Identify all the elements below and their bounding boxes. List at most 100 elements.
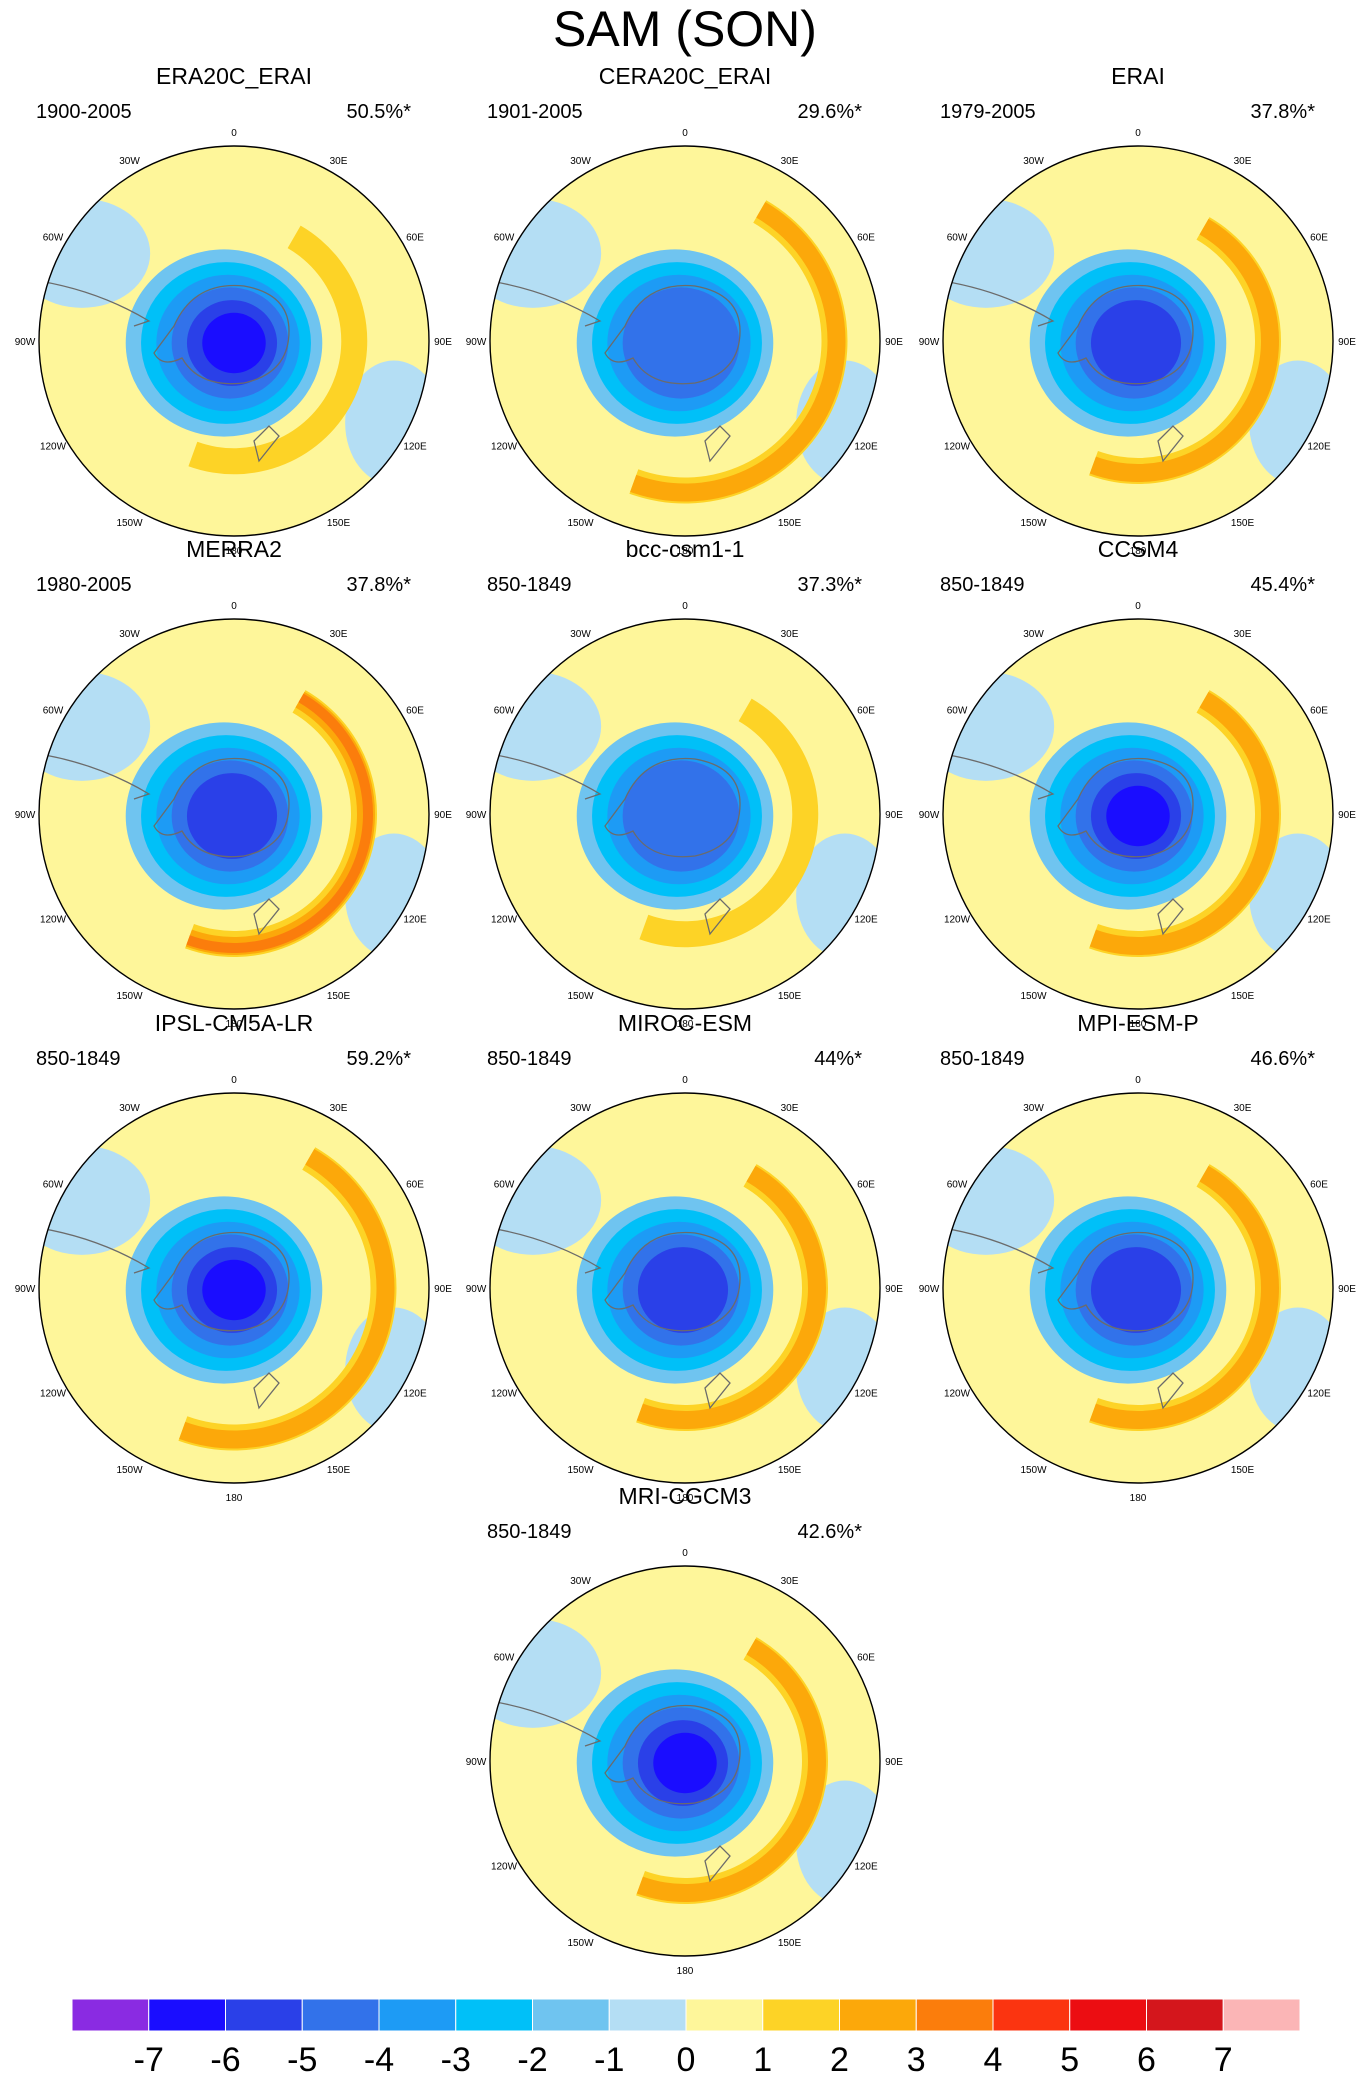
colorbar-swatch [301,1998,380,2032]
negative-anomaly-contour [653,1732,717,1794]
longitude-label: 60W [43,1180,64,1191]
longitude-label: 120W [40,1389,67,1400]
longitude-label: 30W [119,156,140,167]
colorbar-tick-label: 2 [830,2041,849,2079]
new-zealand-coastline [253,425,280,463]
longitude-label: 120W [491,915,518,926]
panel-period: 850-1849 [487,1521,572,1543]
map-field [39,1093,429,1483]
negative-anomaly-contour [202,312,266,374]
antarctica-coastline [153,284,290,385]
panel-title: IPSL-CM5A-LR [155,1010,313,1036]
longitude-label: 60W [947,1180,968,1191]
longitude-label: 30W [1023,156,1044,167]
panel-title: MRI-CGCM3 [619,1483,752,1509]
longitude-label: 180 [1130,546,1147,557]
colorbar-swatch [455,1998,533,2032]
longitude-label: 0 [231,128,237,139]
south-america-coastline [39,753,151,800]
longitude-label: 180 [226,1493,243,1504]
colorbar-swatch [685,1998,764,2032]
panel-period: 850-1849 [487,1048,572,1070]
longitude-label: 150E [778,1938,802,1949]
longitude-label: 30E [781,1576,799,1587]
longitude-label: 90E [885,1757,903,1768]
longitude-label: 120W [944,442,971,453]
panel-variance: 50.5%* [347,101,412,123]
map-field [490,619,880,1009]
colorbar-tick-label: 1 [753,2041,772,2079]
negative-anomaly-contour [1106,785,1170,847]
longitude-label: 30W [1023,629,1044,640]
map-boundary [942,145,1334,537]
longitude-label: 150E [327,991,351,1002]
colorbar-swatch [1146,1998,1224,2032]
panel-variance: 45.4%* [1251,574,1316,596]
longitude-label: 120E [854,1862,878,1873]
colorbar-tick-label: -6 [210,2041,240,2079]
longitude-label: 120W [491,442,518,453]
longitude-label: 150W [1020,518,1047,529]
south-america-coastline [490,280,602,327]
longitude-label: 90E [885,810,903,821]
longitude-label: 90W [15,337,36,348]
positive-anomaly-band [185,690,377,957]
colorbar-swatch [915,1998,994,2032]
colorbar-tick-label: 6 [1137,2041,1156,2079]
negative-anomaly-contour [622,760,740,872]
longitude-label: 60W [494,1653,515,1664]
longitude-label: 90E [885,337,903,348]
longitude-label: 0 [231,601,237,612]
longitude-label: 120W [40,915,67,926]
positive-anomaly-band [178,1147,397,1451]
longitude-label: 150E [1231,991,1255,1002]
longitude-label: 120E [1307,915,1331,926]
panel-title: CCSM4 [1098,536,1179,562]
longitude-label: 150E [778,518,802,529]
longitude-label: 60E [406,1180,424,1191]
longitude-label: 30E [781,156,799,167]
longitude-label: 0 [682,1548,688,1559]
longitude-label: 150E [778,991,802,1002]
longitude-label: 60E [1310,1180,1328,1191]
colorbar-tick-label: -3 [441,2041,471,2079]
longitude-label: 0 [1135,601,1141,612]
longitude-label: 60W [494,706,515,717]
map-field [39,619,429,1009]
longitude-label: 90W [15,810,36,821]
longitude-label: 60E [857,1180,875,1191]
map-panel: 0 30E 60E 90E 120E 150E 180 150W 120W 90W 60W 30W CE… [466,63,904,557]
panel-title: MERRA2 [186,536,282,562]
longitude-label: 150W [567,1465,594,1476]
longitude-label: 150E [778,1465,802,1476]
positive-anomaly-band [1089,690,1281,957]
longitude-label: 180 [677,546,694,557]
longitude-label: 30W [570,629,591,640]
positive-anomaly-band [1089,217,1282,485]
longitude-label: 90E [1338,337,1356,348]
longitude-label: 90W [919,810,940,821]
longitude-label: 150E [327,1465,351,1476]
map-panel: 0 30E 60E 90E 120E 150E 180 150W 120W 90W 60W 30W CC… [919,536,1357,1030]
longitude-label: 120W [491,1862,518,1873]
map-field [943,146,1333,536]
longitude-label: 120E [854,1389,878,1400]
longitude-label: 90E [885,1284,903,1295]
longitude-label: 150W [116,991,143,1002]
antarctica-coastline [1057,757,1194,858]
new-zealand-coastline [1157,1372,1184,1410]
longitude-label: 120E [1307,442,1331,453]
longitude-label: 150W [1020,991,1047,1002]
new-zealand-coastline [704,1845,731,1883]
colorbar-swatch [992,1998,1071,2032]
positive-anomaly-band [188,225,368,475]
longitude-label: 30W [1023,1103,1044,1114]
colorbar-swatch [608,1998,687,2032]
map-panel: 0 30E 60E 90E 120E 150E 180 150W 120W 90W 60W 30W IP… [15,1010,453,1504]
longitude-label: 90W [466,1757,487,1768]
longitude-label: 150W [567,518,594,529]
map-boundary [489,1092,881,1484]
longitude-label: 150W [1020,1465,1047,1476]
longitude-label: 150W [567,1938,594,1949]
panel-period: 850-1849 [36,1048,121,1070]
